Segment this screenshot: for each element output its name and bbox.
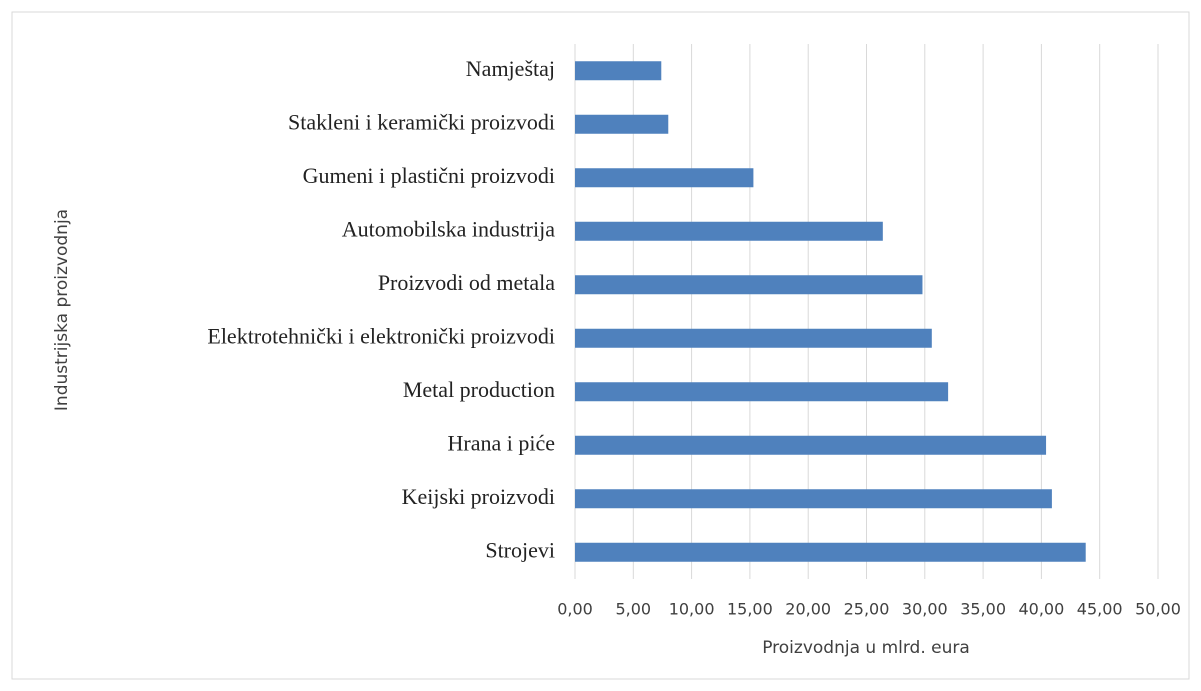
bar — [575, 168, 754, 188]
y-tick-label: Stakleni i keramički proizvodi — [288, 109, 555, 134]
bar — [575, 435, 1047, 455]
y-tick-label: Gumeni i plastični proizvodi — [303, 163, 555, 188]
y-tick-label: Proizvodi od metala — [378, 270, 555, 295]
y-tick-label: Namještaj — [466, 56, 555, 81]
y-tick-label: Automobilska industrija — [342, 216, 556, 241]
bar — [575, 489, 1052, 509]
y-tick-label: Strojevi — [485, 537, 555, 562]
x-tick-label: 15,00 — [727, 600, 773, 619]
bar — [575, 221, 883, 241]
x-tick-label: 10,00 — [669, 600, 715, 619]
bar — [575, 61, 662, 81]
x-tick-label: 40,00 — [1018, 600, 1064, 619]
x-tick-label: 0,00 — [557, 600, 593, 619]
x-tick-label: 35,00 — [960, 600, 1006, 619]
bar — [575, 114, 669, 134]
bar — [575, 542, 1086, 562]
bar — [575, 382, 949, 402]
x-axis-title: Proizvodnja u mlrd. eura — [762, 638, 970, 658]
x-tick-label: 45,00 — [1077, 600, 1123, 619]
y-axis-title: Industrijska proizvodnja — [52, 209, 72, 411]
x-tick-label: 5,00 — [615, 600, 651, 619]
y-tick-label: Hrana i piće — [448, 430, 556, 455]
y-tick-label: Keijski proizvodi — [402, 484, 555, 509]
x-tick-label: 25,00 — [844, 600, 890, 619]
bar — [575, 328, 932, 348]
x-tick-label: 30,00 — [902, 600, 948, 619]
y-tick-label: Elektrotehnički i elektronički proizvodi — [207, 323, 555, 348]
bar — [575, 275, 923, 295]
x-tick-label: 20,00 — [785, 600, 831, 619]
x-tick-label: 50,00 — [1135, 600, 1181, 619]
y-tick-label: Metal production — [403, 377, 555, 402]
